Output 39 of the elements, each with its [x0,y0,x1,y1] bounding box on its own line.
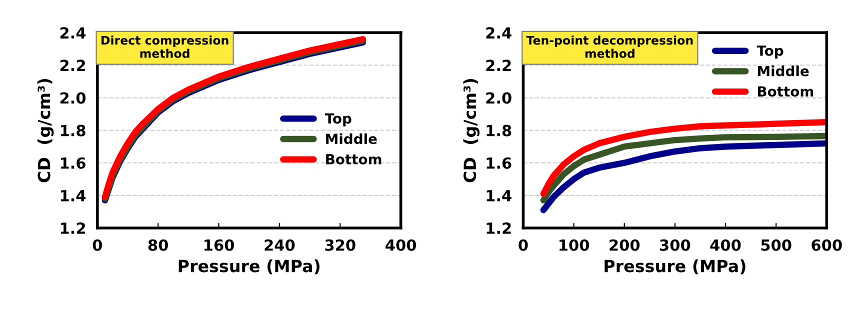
x-tick-label: 100 [560,239,590,251]
x-tick-label: 0 [518,239,528,251]
annotation: Direct compression method [102,36,228,58]
x-tick-label: 200 [610,239,640,251]
x-tick-label: 160 [204,239,234,251]
y-axis-title: CD (g/cm³) [37,79,54,182]
legend-label: Middle [326,133,377,144]
annotation: Ten-point decompression method [526,36,693,58]
y-tick-label: 1.2 [60,222,85,234]
x-tick-label: 500 [761,239,792,251]
y-tick-label: 2.4 [486,27,512,38]
y-tick-label: 1.6 [60,157,86,169]
y-tick-label: 2.2 [486,60,511,72]
x-tick-label: 320 [325,239,356,251]
y-tick-label: 1.8 [486,124,512,136]
x-tick-label: 600 [812,239,842,251]
x-tick-label: 400 [386,239,416,251]
legend-label: Top [756,46,784,59]
x-tick-label: 300 [660,239,690,251]
y-tick-label: 1.2 [486,222,511,234]
legend-label: Bottom [758,86,814,97]
x-tick-label: 0 [92,239,102,251]
x-axis-title: Pressure (MPa) [178,259,320,274]
x-axis-title: Pressure (MPa) [604,259,746,274]
x-tick-label: 80 [148,239,168,251]
y-axis-title: CD (g/cm³) [463,79,480,182]
x-tick-label: 400 [710,239,741,251]
y-tick-label: 2.2 [60,60,85,72]
y-tick-label: 2.0 [60,92,86,104]
y-tick-label: 2.0 [486,92,512,104]
y-tick-label: 1.4 [60,190,86,202]
legend-label: Top [324,113,352,126]
y-tick-label: 1.8 [60,124,86,136]
x-tick-label: 240 [264,239,295,251]
legend-label: Bottom [326,154,382,164]
legend-label: Middle [758,66,809,76]
y-tick-label: 1.6 [486,157,512,169]
y-tick-label: 2.4 [60,27,86,38]
y-tick-label: 1.4 [486,190,512,202]
